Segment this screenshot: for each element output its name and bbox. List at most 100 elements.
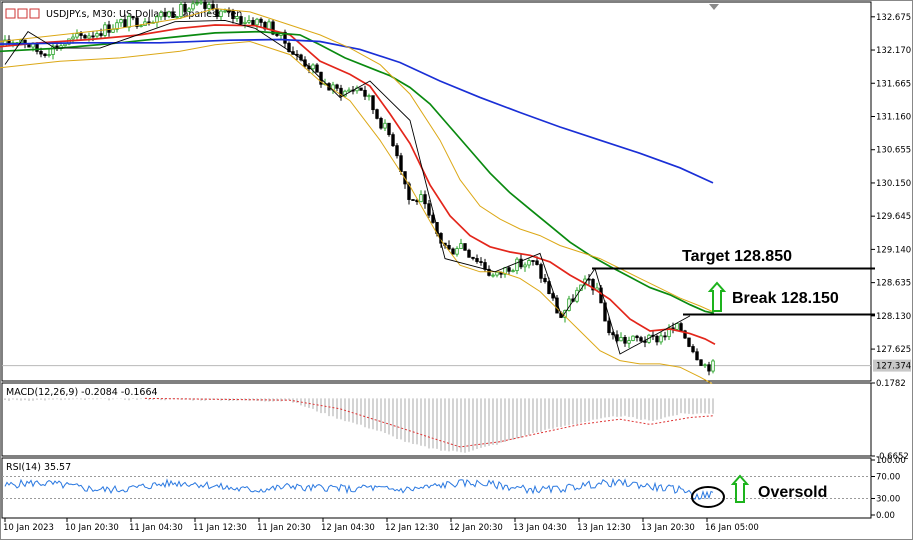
candle-body [675,323,679,330]
candle-body [515,258,519,272]
y-tick-label: 127.625 [876,345,911,355]
y-tick-label: 0.1782 [876,379,906,389]
y-tick-label: 132.675 [876,13,911,23]
candle-body [139,25,143,28]
candle-body [399,155,403,173]
candle-body [531,260,535,262]
candle-body [527,260,531,266]
oversold-annotation: Oversold [758,484,827,501]
y-tick-label: 131.665 [876,79,911,89]
candle-body [391,134,395,147]
price-panel[interactable] [1,1,872,382]
candle-body [543,277,547,283]
candle-body [547,281,551,294]
current-price-badge [873,359,911,372]
candle-body [491,274,495,277]
candle-body [643,340,647,343]
candle-body [711,360,715,372]
shift-marker-icon[interactable] [709,4,719,10]
candle-body [247,20,251,23]
candle-body [635,335,639,339]
candle-body [507,267,511,272]
break-annotation: Break 128.150 [732,290,839,307]
candle-body [131,16,135,19]
x-tick-label: 11 Jan 20:30 [257,523,311,533]
candle-body [115,22,119,30]
candle-body [87,35,91,39]
y-tick-label: 70.00 [876,473,900,483]
candle-body [383,122,387,129]
candle-body [663,335,667,338]
candle-body [179,3,183,18]
candle-body [607,320,611,334]
candle-body [699,359,703,366]
series-line-5 [0,40,713,385]
candle-body [375,109,379,119]
x-tick-label: 11 Jan 12:30 [193,523,247,533]
zigzag-line [4,19,691,355]
candle-body [79,33,83,36]
candle-body [123,19,127,28]
candle-body [215,8,219,17]
toolbar-icons[interactable] [5,8,40,19]
candle-body [107,24,111,33]
candle-body [367,95,371,98]
candle-body [171,11,175,18]
candle-body [691,346,695,353]
candle-body [419,194,423,203]
candles [3,0,715,376]
candle-body [347,89,351,92]
series-line-2 [0,30,715,315]
time-axis: 10 Jan 2023 10 Jan 20:30 11 Jan 04:30 11 Ja… [3,518,759,533]
candle-body [431,214,435,223]
candle-body [243,21,247,24]
candle-body [187,8,191,12]
candle-body [163,12,167,17]
candle-body [195,2,199,5]
candle-body [387,122,391,136]
candle-body [155,16,159,23]
candle-body [479,261,483,263]
x-tick-label: 12 Jan 04:30 [321,523,375,533]
x-tick-label: 13 Jan 20:30 [641,523,695,533]
candle-body [251,20,255,26]
rsi-chart: 100.00 70.00 30.00 0.00 [2,456,906,521]
candle-body [191,3,195,10]
symbol-title: USDJPY.s, M30: US Dollar vs Japanese Yen [46,9,242,20]
candle-body [51,45,55,55]
target-annotation: Target 128.850 [682,248,792,265]
x-tick-label: 13 Jan 04:30 [513,523,567,533]
candle-body [535,260,539,265]
series-line-1 [0,24,716,345]
candle-body [467,249,471,258]
candle-body [255,18,259,26]
series-line-4 [0,8,713,312]
candle-body [283,31,287,44]
y-tick-label: 30.00 [876,495,900,505]
y-tick-label: 129.140 [876,245,911,255]
x-tick-label: 10 Jan 20:30 [65,523,119,533]
oversold-circle [691,486,725,508]
candle-body [91,35,95,38]
window-icon[interactable] [5,8,16,19]
candle-body [311,64,315,70]
candle-body [47,54,51,56]
candle-body [71,36,75,40]
candle-body [471,256,475,259]
window-icon[interactable] [29,8,40,19]
window-icon[interactable] [17,8,28,19]
candle-body [95,33,99,37]
x-tick-label: 16 Jan 05:00 [705,523,759,533]
candle-body [227,10,231,13]
y-tick-label: 100.00 [876,456,906,466]
candle-body [39,51,43,55]
candle-body [679,323,683,332]
candle-body [659,335,663,343]
candle-body [591,279,595,291]
candle-body [455,248,459,255]
candle-body [99,33,103,36]
candle-body [447,245,451,250]
oversold-arrow-icon [730,474,750,503]
y-tick-label: 131.160 [876,112,911,122]
